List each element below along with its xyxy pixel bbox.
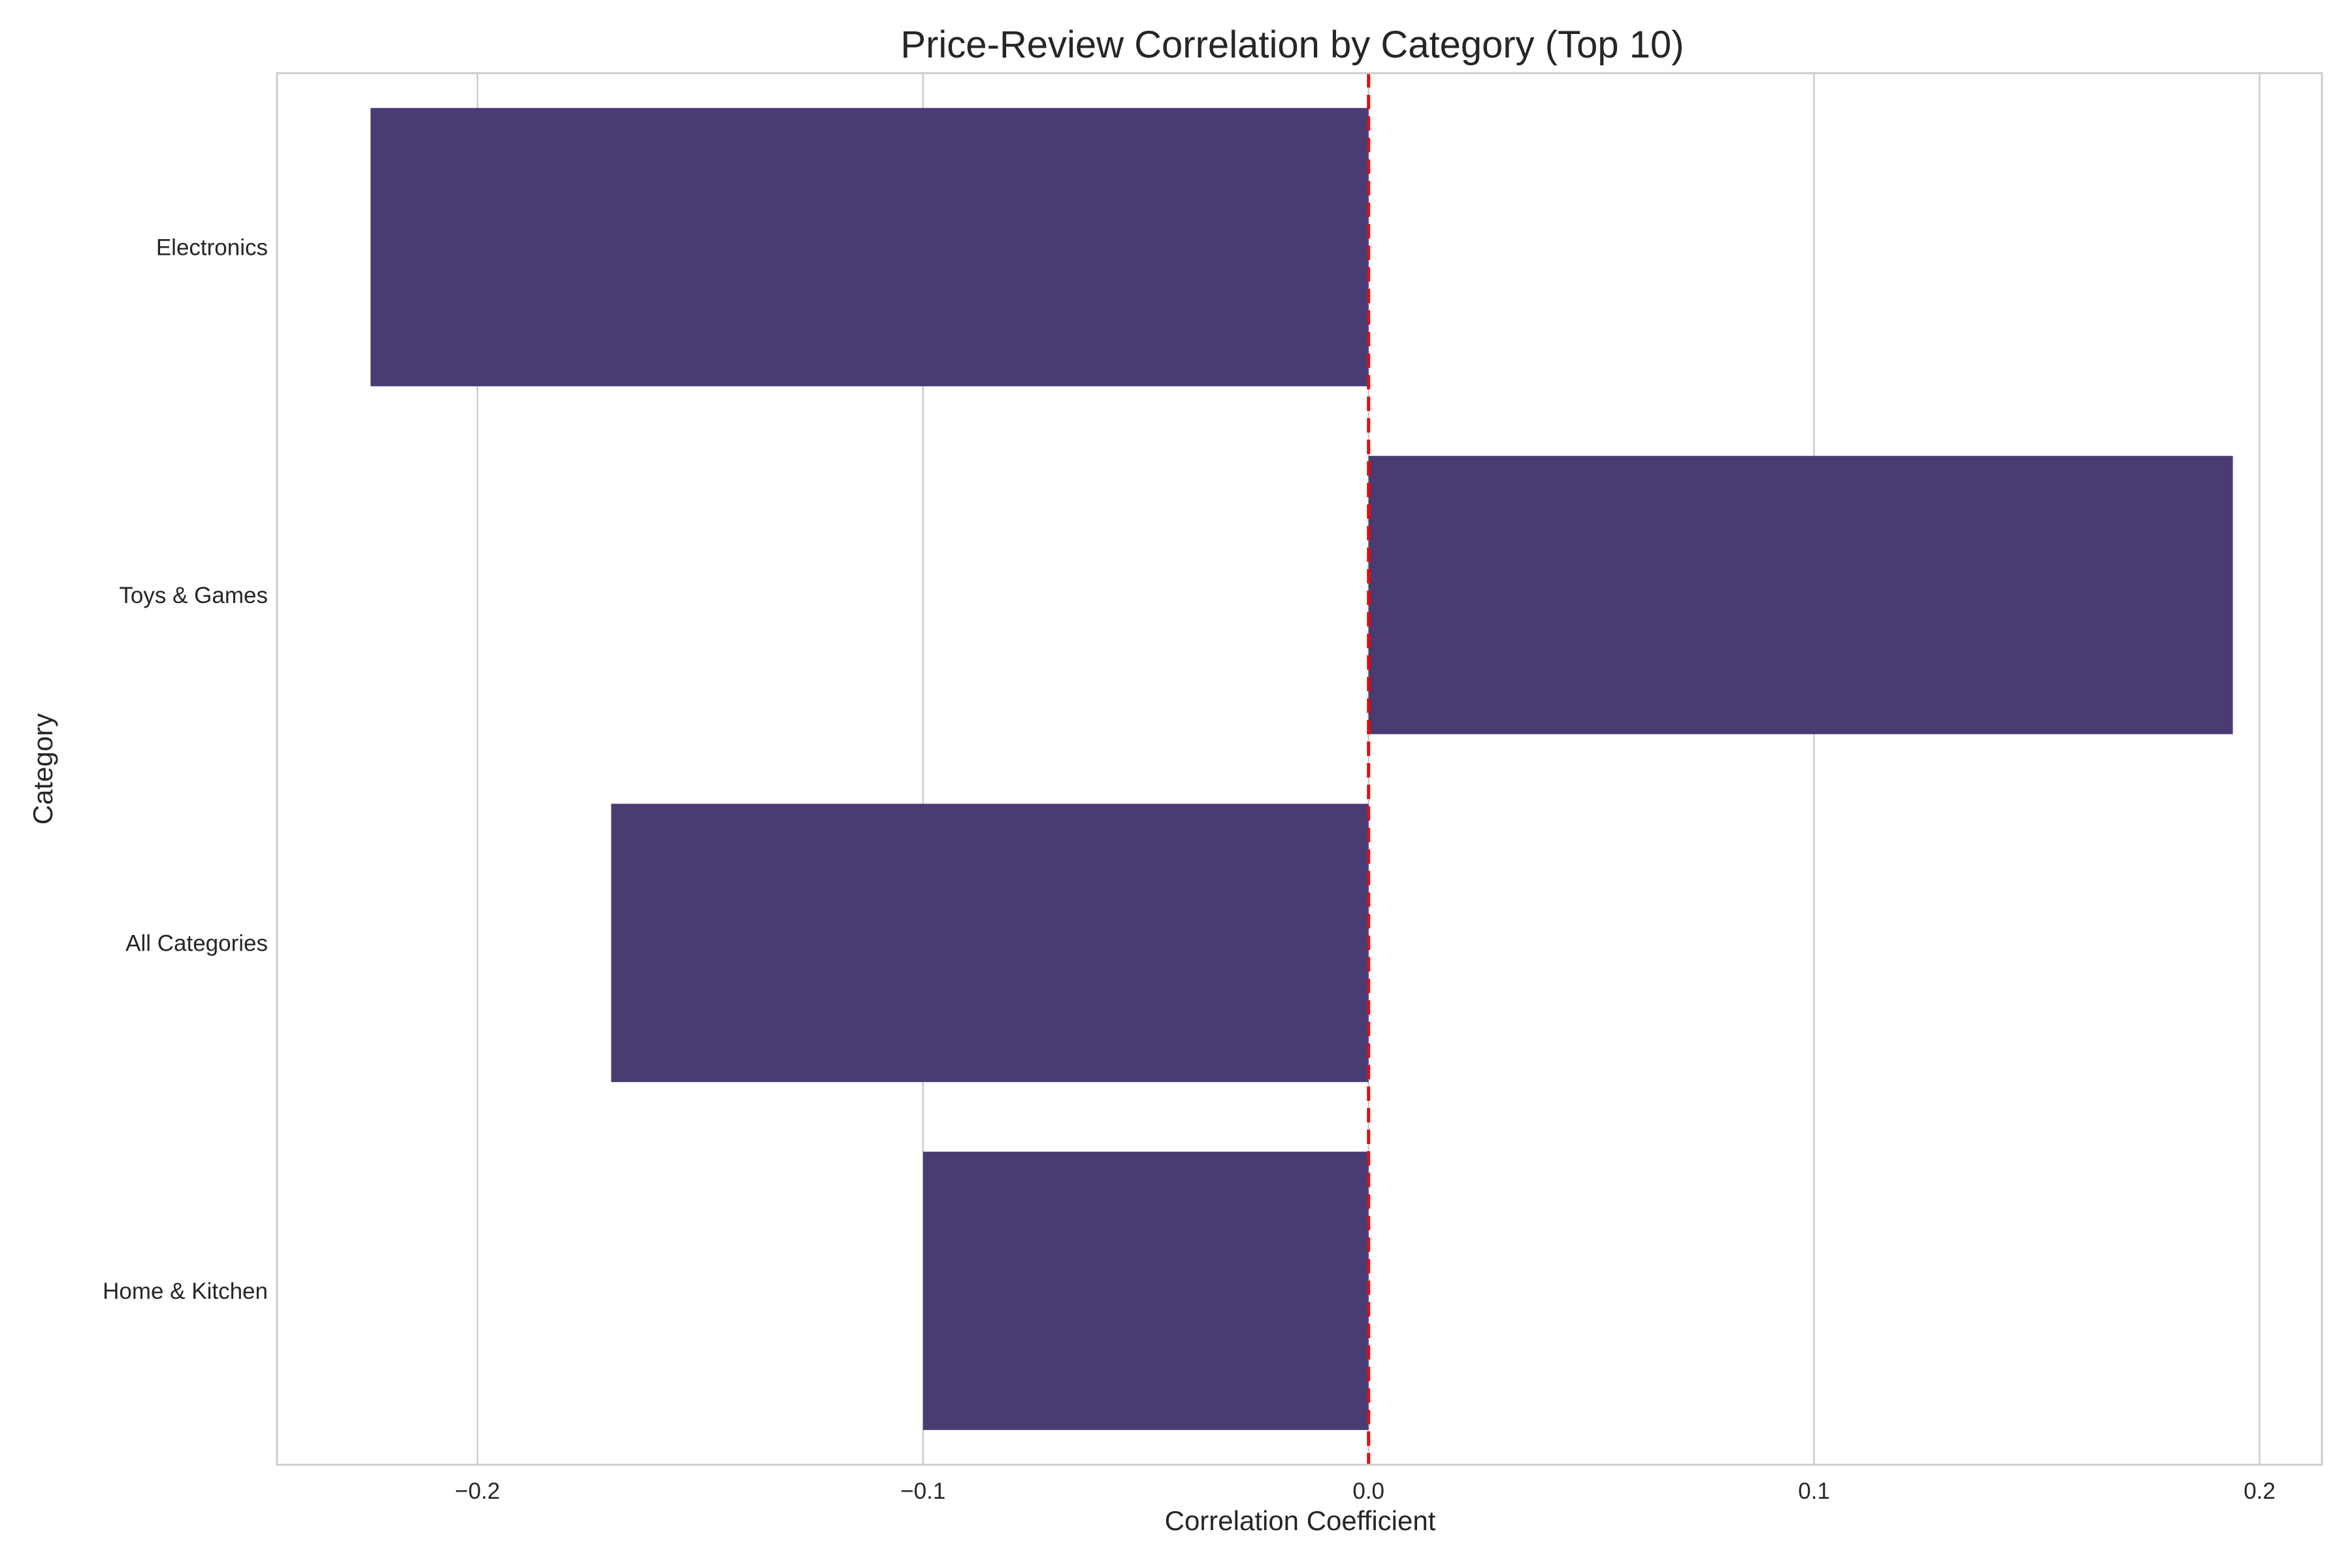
bar (370, 108, 1369, 387)
bars (370, 108, 2233, 1430)
y-tick-label: Home & Kitchen (103, 1279, 268, 1304)
bar (1368, 455, 2233, 734)
y-tick-label: Electronics (156, 235, 268, 260)
chart-title: Price-Review Correlation by Category (To… (900, 24, 1684, 66)
y-tick-label: Toys & Games (119, 583, 268, 608)
y-tick-labels: Electronics Toys & Games All Categories Hom… (103, 235, 268, 1304)
x-axis-label: Correlation Coefficient (1165, 1505, 1436, 1536)
x-tick-label: −0.2 (455, 1478, 500, 1504)
bar (611, 804, 1369, 1083)
y-tick-label: All Categories (125, 930, 268, 956)
plot-frame (276, 72, 2323, 1466)
x-tick-labels: −0.2 −0.1 0.0 0.1 0.2 (455, 1478, 2276, 1504)
x-tick-label: 0.0 (1352, 1478, 1384, 1504)
x-tick-label: 0.2 (2244, 1478, 2276, 1504)
bar (923, 1151, 1369, 1430)
y-axis-label: Category (27, 713, 58, 825)
x-tick-label: −0.1 (900, 1478, 945, 1504)
x-tick-label: 0.1 (1798, 1478, 1830, 1504)
